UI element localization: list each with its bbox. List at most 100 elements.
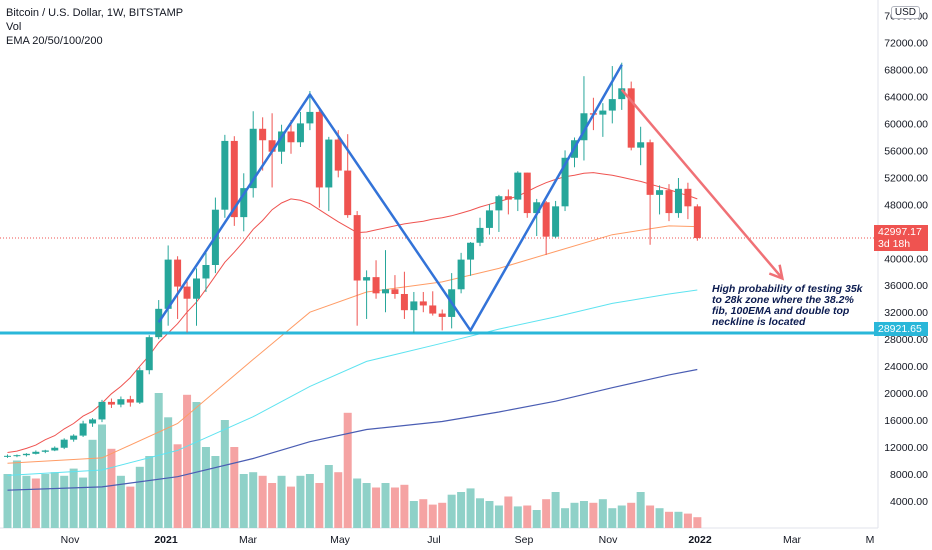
ema50-line [7, 225, 698, 464]
candle-body [155, 308, 163, 338]
volume-bar [296, 475, 305, 528]
candle-body [504, 196, 512, 200]
candle-body [117, 399, 125, 405]
candle-body [51, 447, 59, 451]
volume-bar [211, 456, 220, 528]
candle-body [174, 259, 182, 287]
volume-bar [598, 499, 607, 528]
volume-bar [126, 486, 135, 528]
candle-body [552, 206, 560, 237]
volume-bar [107, 448, 116, 528]
volume-bar [428, 504, 437, 528]
candle-body [599, 110, 607, 115]
volume-bar [41, 474, 50, 528]
candle-body [485, 210, 493, 228]
x-tick-label: 2022 [688, 534, 712, 546]
volume-bar [305, 474, 314, 528]
volume-indicator-label: Vol [6, 21, 22, 33]
volume-bar [173, 444, 182, 528]
x-tick-label: Nov [599, 534, 618, 546]
candle-body [107, 401, 115, 405]
volume-bar [315, 483, 324, 528]
volume-bar [579, 501, 588, 528]
volume-bar [230, 447, 239, 528]
volume-bar [636, 492, 645, 528]
volume-bar [570, 502, 579, 528]
volume-bar [145, 456, 154, 528]
projection-line [620, 88, 784, 280]
volume-bar [183, 394, 192, 528]
candle-body [268, 140, 276, 152]
candle-body [656, 190, 664, 195]
candle-body [561, 157, 569, 207]
volume-bar [390, 487, 399, 528]
volume-bar [258, 475, 267, 528]
candle-body [419, 301, 427, 306]
volume-bar [655, 508, 664, 528]
volume-bar [646, 505, 655, 528]
volume-bar [362, 483, 371, 528]
currency-badge[interactable]: USD [890, 6, 920, 19]
y-tick-label: 28000.00 [884, 334, 928, 346]
volume-bar [589, 502, 598, 528]
ema200-line [7, 368, 698, 491]
candle-body [542, 202, 550, 237]
double-top-pattern [157, 64, 623, 332]
x-tick-label: Nov [61, 534, 80, 546]
candle-body [193, 278, 200, 299]
candle-body [476, 227, 484, 243]
x-tick-label: Sep [515, 534, 534, 546]
candle-body [665, 190, 673, 214]
y-tick-label: 8000.00 [890, 469, 928, 481]
candle-body [221, 140, 229, 210]
volume-bar [627, 502, 636, 528]
x-tick-label: Jul [427, 534, 440, 546]
y-tick-label: 48000.00 [884, 199, 928, 211]
volume-bar [683, 513, 692, 528]
ema20-line [7, 172, 698, 453]
volume-bar [154, 393, 163, 528]
volume-bar [693, 517, 702, 528]
volume-bar [249, 472, 258, 528]
candle-body [89, 419, 97, 424]
volume-bar [98, 424, 106, 528]
candle-body [467, 242, 475, 260]
candle-body [259, 128, 267, 141]
volume-bar [69, 468, 78, 528]
y-tick-label: 60000.00 [884, 118, 928, 130]
volume-bar [12, 460, 21, 528]
y-tick-label: 68000.00 [884, 64, 928, 76]
candle-body [249, 128, 257, 189]
volume-bar [220, 420, 229, 528]
y-tick-label: 4000.00 [890, 496, 928, 508]
candle-body [514, 172, 522, 200]
volume-bar [447, 494, 456, 528]
candle-body [523, 172, 531, 214]
candle-body [684, 188, 692, 207]
candle-body [306, 111, 314, 124]
volume-bar [561, 508, 570, 528]
candle-body [400, 293, 408, 311]
volume-bar [457, 492, 466, 528]
candle-body [4, 455, 11, 457]
candle-body [126, 399, 134, 403]
candle-body [344, 170, 352, 216]
candle-body [495, 196, 503, 211]
x-tick-label: M [866, 534, 875, 546]
y-tick-label: 52000.00 [884, 172, 928, 184]
symbol-title: Bitcoin / U.S. Dollar, 1W, BITSTAMP [6, 7, 184, 19]
y-tick-label: 24000.00 [884, 361, 928, 373]
candle-body [70, 435, 78, 440]
current-price-tag: 42997.17 3d 18h [874, 225, 928, 251]
y-tick-label: 72000.00 [884, 37, 928, 49]
candle-body [627, 88, 635, 148]
chart-annotation: High probability of testing 35k to 28k z… [712, 283, 863, 328]
y-tick-label: 40000.00 [884, 253, 928, 265]
volume-bar [60, 475, 69, 528]
volume-bar [617, 505, 626, 528]
candle-body [287, 131, 295, 143]
candle-body [429, 305, 437, 314]
candle-body [363, 277, 371, 281]
volume-bar [674, 511, 683, 528]
